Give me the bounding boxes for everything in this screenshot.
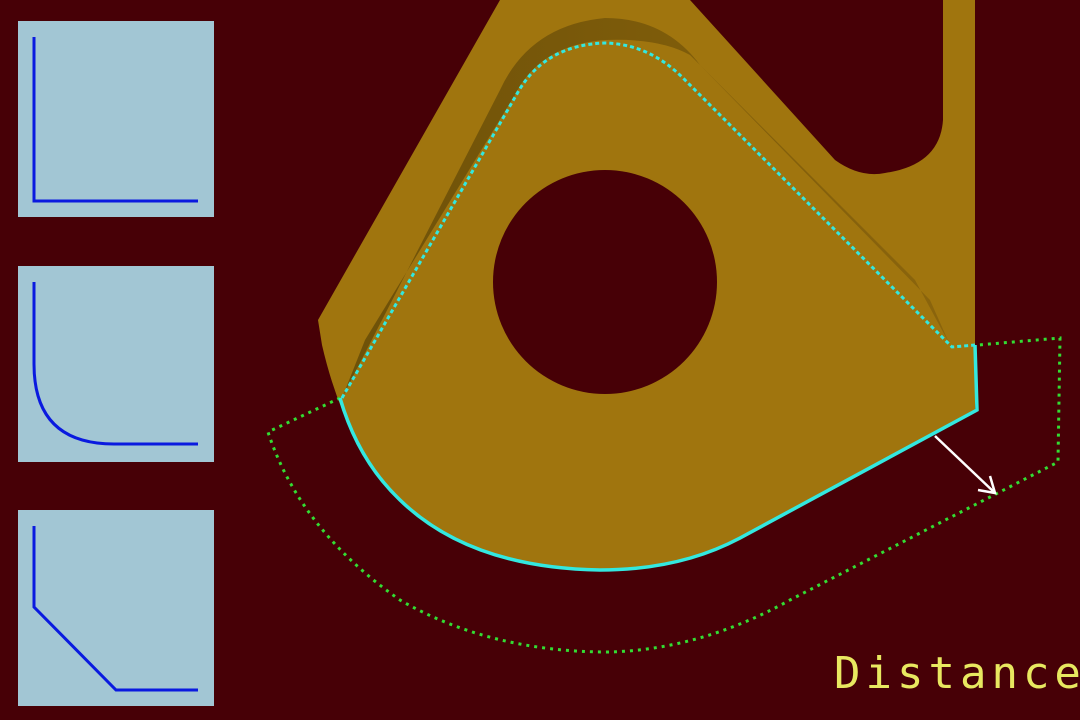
chamfer-corner-option[interactable] <box>18 510 214 706</box>
chamfer-corner-icon <box>32 526 198 692</box>
offset-direction-arrow[interactable] <box>934 435 997 495</box>
round-corner-option[interactable] <box>18 266 214 462</box>
round-corner-icon <box>32 282 198 446</box>
square-corner-icon <box>32 37 198 203</box>
center-hole <box>493 170 717 394</box>
square-corner-option[interactable] <box>18 21 214 217</box>
mode-label: Distance <box>834 648 1080 699</box>
offset-preview-outline <box>266 336 1062 654</box>
selected-chain-lower[interactable] <box>338 344 979 572</box>
selected-chain-upper <box>340 41 976 399</box>
pocket-shadow <box>342 18 950 398</box>
